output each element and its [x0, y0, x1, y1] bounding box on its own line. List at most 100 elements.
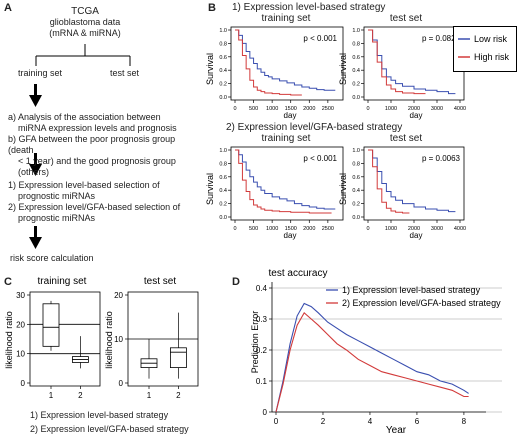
km4-xlabel: day [410, 231, 423, 240]
km-xtick-label: 1000 [385, 226, 397, 232]
flow-title: TCGA glioblastoma data (mRNA & miRNA) [30, 6, 140, 39]
km-ytick-label: 0.8 [352, 161, 360, 167]
km-ytick-label: 0.4 [219, 188, 227, 194]
km-curve-high-risk [235, 29, 302, 96]
box-plots: training set test set likelihood ratio l… [4, 276, 199, 400]
pe-title: test accuracy [269, 268, 328, 279]
km-ytick-label: 1.0 [352, 28, 360, 34]
box-training-ylabel: likelihood ratio [4, 311, 14, 369]
arrow-down-icon [29, 226, 42, 249]
box-ytick-label: 0 [21, 379, 26, 388]
km1-frame [230, 26, 344, 101]
km-xtick-label: 1000 [266, 106, 278, 112]
panel-letter-a: A [4, 2, 12, 14]
km-ytick-label: 0.4 [219, 68, 227, 74]
km-xtick-label: 1500 [285, 106, 297, 112]
risk-legend: Low risk High risk [453, 26, 517, 72]
km-xtick-label: 500 [249, 226, 258, 232]
panel-letter-d: D [232, 276, 240, 288]
box-xtick-label: 1 [49, 391, 54, 400]
km-ytick-label: 0.2 [219, 202, 227, 208]
box-training-title: training set [38, 276, 87, 287]
flow-step-b-line1: b) GFA between the poor prognosis group … [8, 134, 176, 155]
flow-test-label: test set [110, 68, 140, 78]
km-curve-high-risk [368, 149, 410, 214]
pe-curve-expression [275, 302, 469, 413]
km2-xlabel: day [410, 111, 423, 120]
km4-ylabel: Survival [338, 173, 348, 205]
km-ytick-label: 0.8 [219, 161, 227, 167]
pe-curve-gfa [275, 311, 469, 413]
km-xtick-label: 4000 [454, 106, 466, 112]
flow-risk-score: risk score calculation [10, 253, 94, 263]
box-ytick-label: 20 [16, 320, 25, 329]
km1-xlabel: day [284, 111, 297, 120]
pe-xtick-label: 2 [321, 417, 326, 426]
km3-xlabel: day [284, 231, 297, 240]
flow-training-label: training set [18, 68, 63, 78]
km3-ylabel: Survival [205, 173, 215, 205]
pe-xtick-label: 6 [415, 417, 420, 426]
box-legend-2: 2) Expression level/GFA-based strategy [30, 424, 189, 434]
km-xtick-label: 1000 [266, 226, 278, 232]
km-ytick-label: 1.0 [219, 28, 227, 34]
box-frame [29, 291, 101, 387]
box-test-title: test set [144, 276, 176, 287]
flow-sel2-line2: prognostic miRNAs [18, 213, 96, 223]
km-xtick-label: 500 [249, 106, 258, 112]
km-ytick-label: 1.0 [352, 148, 360, 154]
km-ytick-label: 0.2 [352, 202, 360, 208]
box-ytick-label: 10 [114, 335, 123, 344]
km-ytick-label: 0.4 [352, 188, 360, 194]
flow-step-b-line2: < 1 year) and the good prognosis group (… [18, 156, 176, 177]
flow-sel2-line1: 2) Expression level/GFA-based selection … [8, 202, 181, 212]
risk-legend-swatches: Low risk High risk [458, 34, 510, 62]
pe-ytick-label: 0.4 [256, 284, 268, 293]
km-ytick-label: 0.6 [219, 55, 227, 61]
flow-title-line2: glioblastoma data [49, 17, 121, 27]
km-xtick-label: 4000 [454, 226, 466, 232]
km1-pvalue: p < 0.001 [303, 34, 337, 43]
box-test-ylabel: likelihood ratio [104, 311, 114, 369]
box-ytick-label: 0 [119, 379, 124, 388]
km-xtick-label: 0 [366, 106, 369, 112]
pe-xtick-label: 8 [462, 417, 467, 426]
box-xtick-label: 1 [147, 391, 152, 400]
km-xtick-label: 2500 [322, 106, 334, 112]
km-ytick-label: 0.8 [352, 41, 360, 47]
km-xtick-label: 2500 [322, 226, 334, 232]
km4-pvalue: p = 0.0063 [422, 154, 461, 163]
km-xtick-label: 2000 [408, 226, 420, 232]
km-ytick-label: 0.0 [352, 95, 360, 101]
strategy1-title: 1) Expression level-based strategy [232, 2, 386, 13]
flow-sel1-line1: 1) Expression level-based selection of [8, 180, 160, 190]
km-plot-test-1: Survival day p = 0.0824 0.0 0.2 0.4 0.6 0.8 1… [338, 26, 466, 120]
box-body [42, 303, 60, 347]
box-ytick-label: 20 [114, 291, 123, 300]
km3-pvalue: p < 0.001 [303, 154, 337, 163]
flow-sel1-line2: prognostic miRNAs [18, 191, 96, 201]
pe-xlabel: Year [386, 425, 407, 436]
km3-title: training set [261, 133, 311, 144]
flow-title-line3: (mRNA & miRNA) [49, 28, 121, 38]
km-curve-low-risk [235, 29, 336, 91]
km-ytick-label: 0.0 [352, 215, 360, 221]
km-ytick-label: 0.4 [352, 68, 360, 74]
pe-xtick-label: 0 [274, 417, 279, 426]
km-ytick-label: 0.0 [219, 215, 227, 221]
km-xtick-label: 2000 [303, 106, 315, 112]
strategy2-title: 2) Expression level/GFA-based strategy [226, 122, 403, 133]
km-curve-low-risk [235, 149, 336, 210]
km-xtick-label: 2000 [408, 106, 420, 112]
km-ytick-label: 0.8 [219, 41, 227, 47]
flow-step-a: a) Analysis of the association between m… [8, 112, 198, 178]
box-body [169, 347, 187, 369]
km-plot-training-1: Survival day p < 0.001 0.0 0.2 0.4 0.6 0.8 1.… [205, 26, 344, 120]
km-ytick-label: 0.0 [219, 95, 227, 101]
panel-letter-b: B [208, 2, 216, 14]
flow-step-a-line1: a) Analysis of the association between [8, 112, 161, 122]
flow-selection: 1) Expression level-based selection of p… [8, 180, 198, 224]
km-ytick-label: 1.0 [219, 148, 227, 154]
km-xtick-label: 2000 [303, 226, 315, 232]
prediction-error-plot: test accuracy Prediction Error Year 0 0.1… [250, 268, 502, 436]
